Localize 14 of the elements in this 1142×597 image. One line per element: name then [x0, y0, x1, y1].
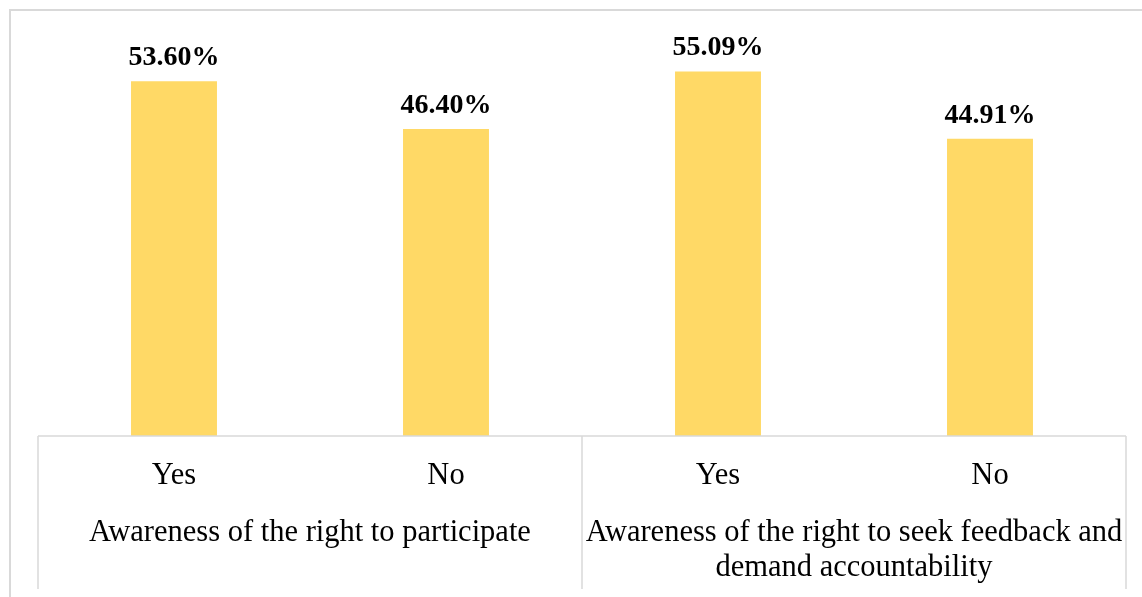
- text: Yes: [695, 457, 741, 491]
- data-label: 53.60%: [128, 40, 220, 72]
- x-tick-label: Awareness of the right to seek feedback and demand accountability: [585, 514, 1123, 583]
- bar: [131, 81, 217, 436]
- bar: [403, 128, 489, 436]
- data-label: 46.40%: [400, 87, 492, 119]
- bar: [947, 138, 1033, 436]
- x-tick-label: Awareness of the right to participate: [89, 514, 531, 548]
- data-label: 55.09%: [672, 30, 764, 62]
- text: No: [971, 457, 1009, 491]
- bar: [675, 71, 761, 436]
- series-label: Yes: [151, 457, 197, 491]
- data-label: 44.91%: [944, 97, 1036, 129]
- series-label: No: [427, 457, 465, 491]
